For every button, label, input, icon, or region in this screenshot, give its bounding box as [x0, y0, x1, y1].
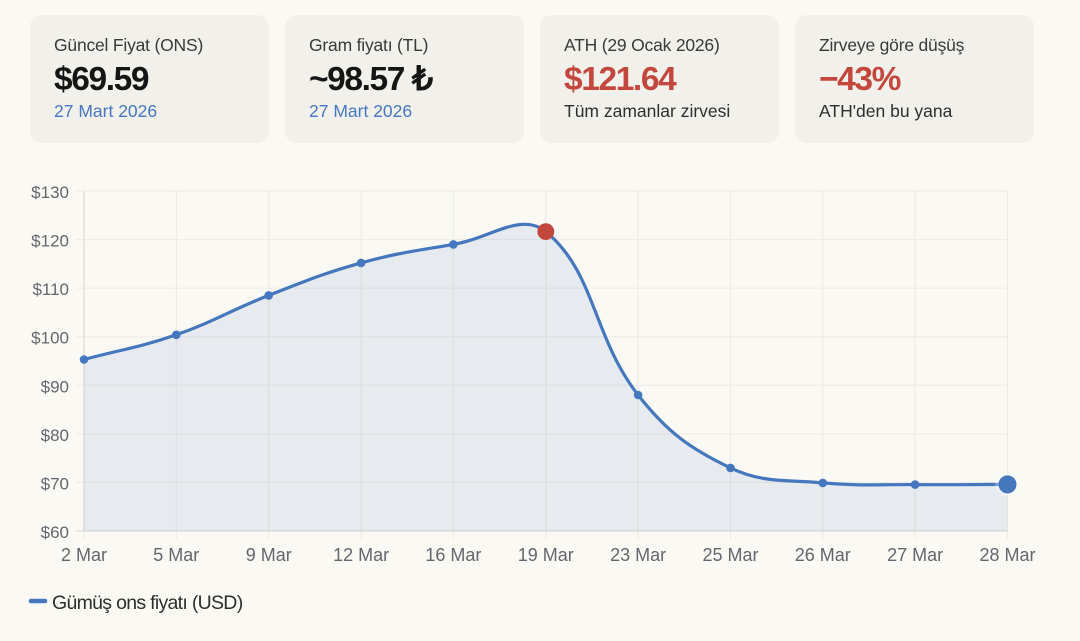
svg-text:26 Mar: 26 Mar — [795, 545, 851, 565]
svg-text:$80: $80 — [41, 426, 69, 445]
svg-text:$130: $130 — [31, 183, 69, 202]
svg-text:16 Mar: 16 Mar — [425, 545, 481, 565]
svg-text:2 Mar: 2 Mar — [61, 545, 107, 565]
svg-text:$120: $120 — [31, 232, 69, 251]
svg-text:$100: $100 — [31, 329, 69, 348]
svg-text:23 Mar: 23 Mar — [610, 545, 666, 565]
svg-text:25 Mar: 25 Mar — [702, 545, 758, 565]
svg-text:28 Mar: 28 Mar — [979, 545, 1035, 565]
svg-text:5 Mar: 5 Mar — [153, 545, 199, 565]
svg-text:27 Mar: 27 Mar — [887, 545, 943, 565]
svg-text:12 Mar: 12 Mar — [333, 545, 389, 565]
svg-text:Gümüş ons fiyatı (USD): Gümüş ons fiyatı (USD) — [52, 592, 243, 614]
svg-text:9 Mar: 9 Mar — [246, 545, 292, 565]
svg-text:$70: $70 — [41, 474, 69, 493]
svg-text:$90: $90 — [41, 377, 69, 396]
svg-text:$60: $60 — [41, 523, 69, 542]
svg-text:$110: $110 — [32, 280, 69, 299]
svg-text:19 Mar: 19 Mar — [518, 545, 574, 565]
